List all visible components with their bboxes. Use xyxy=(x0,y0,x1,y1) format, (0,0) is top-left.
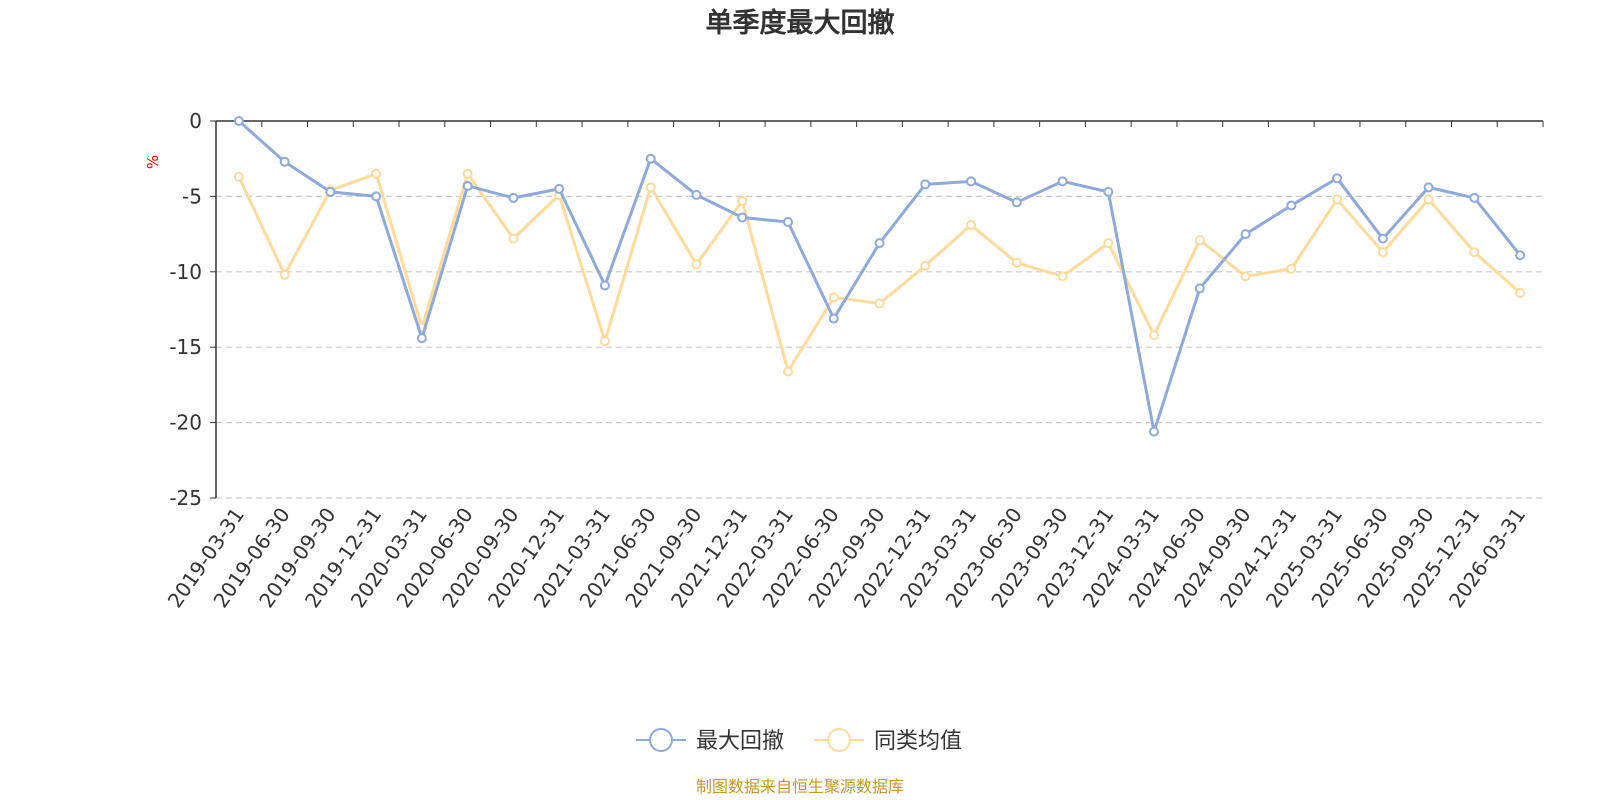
series-layer xyxy=(233,116,1526,437)
legend-label: 最大回撤 xyxy=(696,729,784,754)
data-point xyxy=(737,195,748,206)
data-point xyxy=(1149,330,1160,341)
data-point xyxy=(1423,182,1434,193)
data-point xyxy=(462,168,473,179)
x-axis-ticks: 2019-03-312019-06-302019-09-302019-12-31… xyxy=(163,503,1531,612)
data-point xyxy=(645,182,656,193)
data-point xyxy=(1149,426,1160,437)
data-point xyxy=(1423,194,1434,205)
data-point xyxy=(828,292,839,303)
legend-label: 同类均值 xyxy=(874,729,962,754)
data-point xyxy=(1057,176,1068,187)
y-axis-ticks: 0 -5 -10 -15 -20 -25 xyxy=(169,109,216,510)
legend-marker xyxy=(649,728,673,752)
series-2 xyxy=(233,168,1526,377)
data-point xyxy=(508,233,519,244)
data-point xyxy=(1103,238,1114,249)
y-tick-label: -10 xyxy=(169,260,202,284)
data-point xyxy=(645,153,656,164)
series-line xyxy=(237,119,1522,434)
source-note: 制图数据来自恒生聚源数据库 xyxy=(696,777,904,796)
data-point xyxy=(462,180,473,191)
data-point xyxy=(691,189,702,200)
legend-item-1: 最大回撤 xyxy=(636,728,784,754)
data-point xyxy=(1103,186,1114,197)
data-point xyxy=(279,269,290,280)
data-point xyxy=(508,192,519,203)
y-tick-label: -15 xyxy=(169,335,202,359)
legend: 最大回撤 同类均值 xyxy=(636,728,962,754)
data-point xyxy=(966,176,977,187)
data-point xyxy=(1469,192,1480,203)
data-point xyxy=(1286,263,1297,274)
data-point xyxy=(1286,200,1297,211)
data-point xyxy=(325,186,336,197)
data-point xyxy=(874,298,885,309)
y-tick-label: 0 xyxy=(189,109,202,133)
data-point xyxy=(1194,283,1205,294)
data-point xyxy=(371,168,382,179)
data-point xyxy=(1332,194,1343,205)
data-point xyxy=(279,156,290,167)
data-point xyxy=(1332,173,1343,184)
y-tick-label: -5 xyxy=(182,184,202,208)
data-point xyxy=(828,313,839,324)
data-point xyxy=(920,260,931,271)
data-point xyxy=(782,217,793,228)
data-point xyxy=(1194,235,1205,246)
y-tick-label: -25 xyxy=(169,486,202,510)
data-point xyxy=(1011,197,1022,208)
data-point xyxy=(599,280,610,291)
data-point xyxy=(1469,247,1480,258)
data-point xyxy=(233,116,244,126)
data-point xyxy=(1515,250,1526,261)
data-point xyxy=(1240,229,1251,240)
legend-marker xyxy=(827,728,851,752)
data-point xyxy=(599,336,610,347)
data-point xyxy=(416,333,427,344)
data-point xyxy=(554,183,565,194)
chart-title: 单季度最大回撤 xyxy=(706,7,895,39)
series-1 xyxy=(233,116,1526,437)
data-point xyxy=(966,220,977,231)
series-line xyxy=(237,172,1522,373)
data-point xyxy=(1057,271,1068,282)
data-point xyxy=(782,366,793,377)
y-unit-label: % xyxy=(144,155,162,169)
legend-item-2: 同类均值 xyxy=(814,728,962,754)
data-point xyxy=(691,259,702,270)
data-point xyxy=(920,179,931,190)
data-point xyxy=(233,171,244,182)
data-point xyxy=(1377,233,1388,244)
data-point xyxy=(1377,247,1388,258)
data-point xyxy=(371,191,382,202)
data-point xyxy=(874,238,885,249)
axes xyxy=(215,120,1544,498)
data-point xyxy=(1515,287,1526,298)
data-point xyxy=(1011,257,1022,268)
y-tick-label: -20 xyxy=(169,411,202,435)
data-point xyxy=(737,212,748,223)
data-point xyxy=(1240,271,1251,282)
